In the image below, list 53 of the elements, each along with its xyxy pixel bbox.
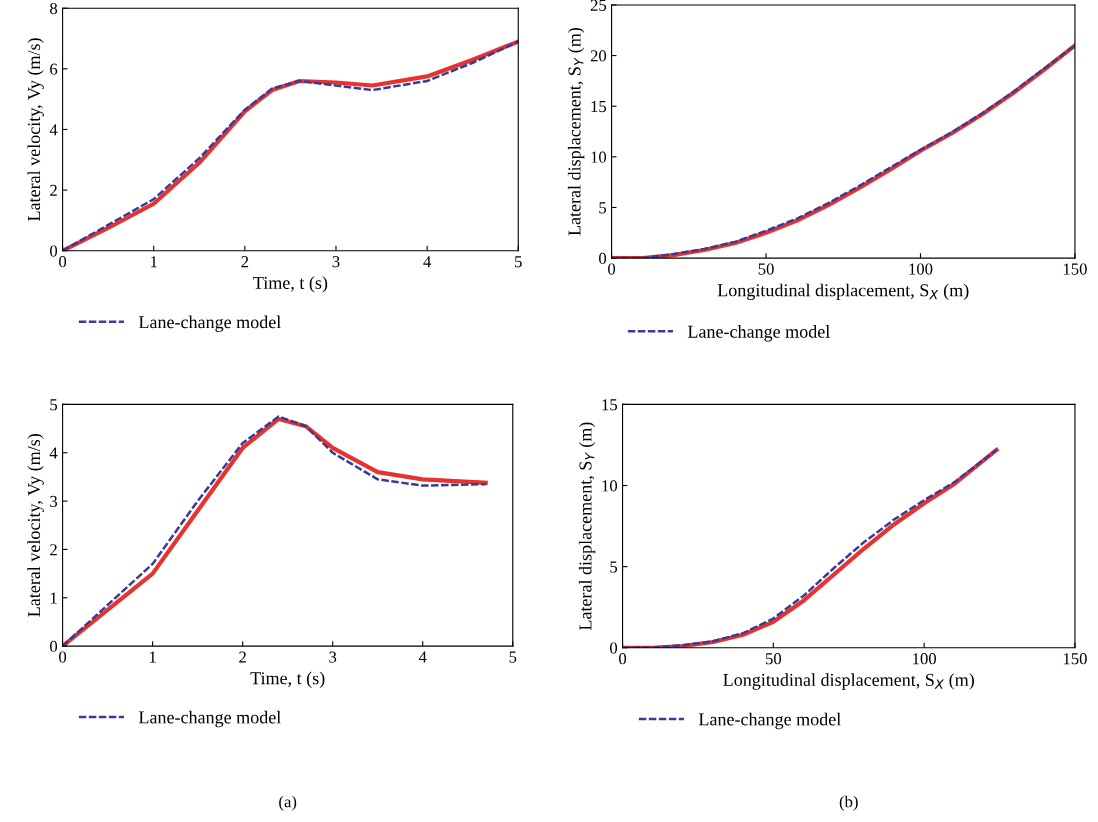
x-tick-label: 150 <box>1063 263 1087 275</box>
y-tick-label: 1 <box>50 592 57 604</box>
y-axis-title: Lateral displacement, S$_{Y}$ (m) <box>567 27 585 236</box>
x-tick-label: 4 <box>418 651 427 663</box>
x-axis-title: Time, t (s) <box>250 671 325 688</box>
y-tick-label: 4 <box>49 124 58 136</box>
y-tick-label: 5 <box>50 399 58 411</box>
x-tick-label: 5 <box>509 651 517 663</box>
y-tick-label: 8 <box>50 2 58 15</box>
x-tick-label: 1 <box>149 651 156 663</box>
x-tick-label: 1 <box>151 256 157 268</box>
y-axis-title: Lateral displacement, S$_{Y}$ (m) <box>578 422 596 631</box>
x-tick-label: 0 <box>59 651 67 663</box>
y-tick-label: 15 <box>591 100 607 113</box>
y-tick-label: 10 <box>591 151 607 163</box>
legend-label: Lane-change model <box>698 712 841 730</box>
legend-label: Lane-change model <box>687 325 830 342</box>
text: (a) <box>279 795 297 811</box>
y-tick-label: 2 <box>50 184 57 196</box>
y-axis-title: Lateral velocity, Vy (m/s) <box>27 434 44 617</box>
x-tick-label: 2 <box>241 256 249 268</box>
y-tick-label: 4 <box>49 447 58 459</box>
x-tick-label: 100 <box>909 263 933 275</box>
x-tick-label: 5 <box>515 256 522 268</box>
x-tick-label: 4 <box>423 256 432 268</box>
x-axis-title: Time, t (s) <box>253 276 328 293</box>
text: (b) <box>839 795 858 811</box>
y-tick-label: 10 <box>602 480 618 492</box>
x-tick-label: 100 <box>913 653 937 665</box>
x-tick-label: 3 <box>329 651 337 663</box>
legend-label: Lane-change model <box>138 315 281 332</box>
y-tick-label: 0 <box>610 642 618 654</box>
y-tick-label: 2 <box>50 544 57 556</box>
x-tick-label: 50 <box>758 263 774 275</box>
y-tick-label: 20 <box>590 50 607 62</box>
x-tick-label: 150 <box>1063 653 1087 665</box>
y-tick-label: 0 <box>50 640 58 653</box>
y-tick-label: 6 <box>50 63 58 75</box>
legend-label: Lane-change model <box>138 710 281 728</box>
y-axis-title: Lateral velocity, Vy (m/s) <box>27 38 44 221</box>
x-tick-label: 3 <box>332 256 340 268</box>
y-tick-label: 0 <box>50 245 58 257</box>
x-tick-label: 2 <box>239 651 246 663</box>
y-tick-label: 25 <box>590 0 607 11</box>
x-axis-title: Longitudinal displacement, S$_{X}$ (m) <box>723 673 974 690</box>
x-tick-label: 0 <box>59 256 67 268</box>
x-tick-label: 50 <box>765 653 782 665</box>
x-axis-title: Longitudinal displacement, S$_{X}$ (m) <box>717 283 969 301</box>
x-tick-label: 0 <box>619 653 627 665</box>
y-tick-label: 5 <box>599 202 607 214</box>
y-tick-label: 5 <box>610 561 618 573</box>
y-tick-label: 3 <box>50 495 58 508</box>
y-tick-label: 15 <box>602 399 618 411</box>
